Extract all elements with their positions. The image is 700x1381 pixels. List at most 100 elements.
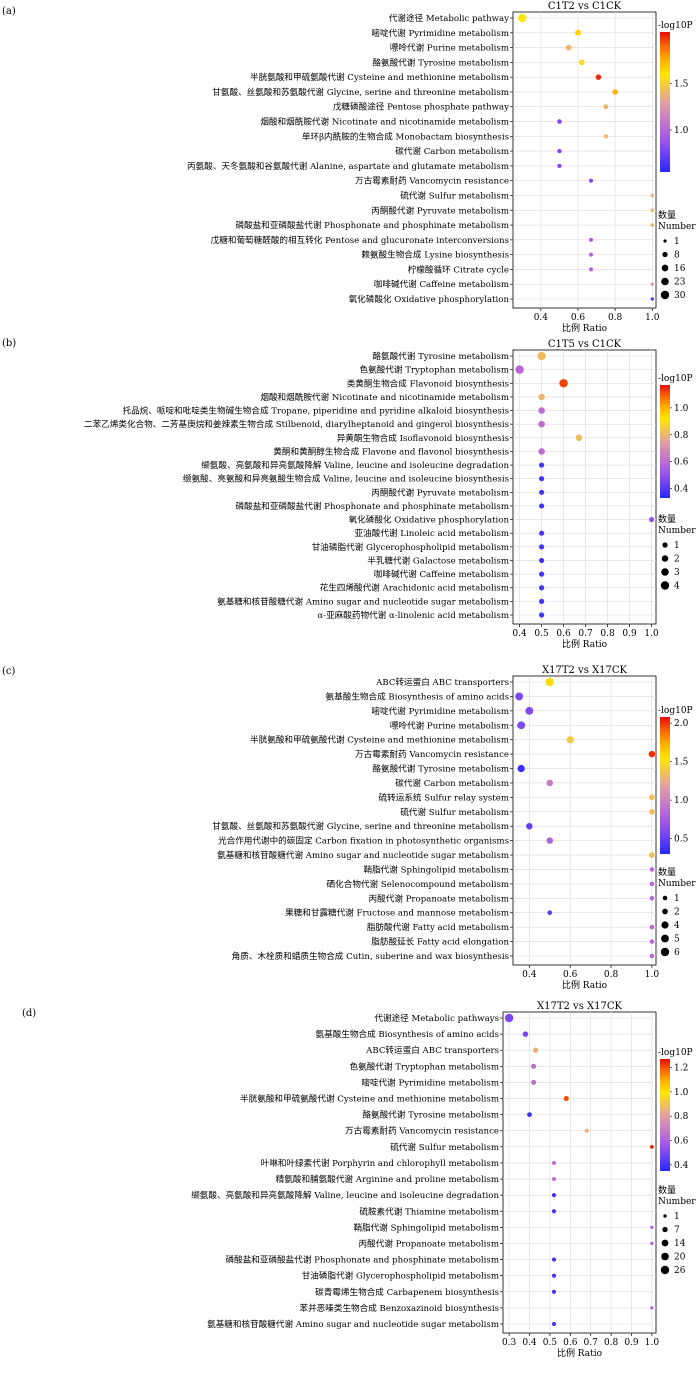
colorbar bbox=[660, 1059, 670, 1171]
y-tick-label: 氨基糖和核苷酸糖代谢 Amino sugar and nucleotide su… bbox=[217, 595, 509, 607]
y-tick-label: ABC转运蛋白 ABC transporters bbox=[375, 676, 509, 688]
y-tick-label: 甘氨酸、丝氨酸和苏氨酸代谢 Glycine, serine and threon… bbox=[212, 820, 509, 832]
data-point bbox=[649, 939, 655, 944]
data-point bbox=[650, 208, 655, 213]
y-tick-label: 嘌呤代谢 Purine metabolism bbox=[390, 719, 509, 731]
data-point bbox=[595, 74, 602, 80]
colorbar-tick-label: 0.5 bbox=[674, 835, 689, 845]
data-point bbox=[547, 910, 553, 916]
x-tick-label: 1.0 bbox=[645, 1338, 660, 1348]
y-tick-label: 碳代谢 Carbon metabolism bbox=[395, 145, 509, 157]
data-point bbox=[578, 59, 585, 66]
colorbar-tick-label: 0.8 bbox=[674, 431, 689, 441]
size-legend-label: 8 bbox=[674, 251, 680, 261]
colorbar-tick-label: 1.5 bbox=[674, 758, 689, 768]
y-tick-label: 丙氨酸、天冬氨酸和谷氨酸代谢 Alanine, aspartate and gl… bbox=[187, 160, 509, 172]
y-tick-label: 咖啡碱代谢 Caffeine metabolism bbox=[374, 278, 509, 290]
y-tick-label: 缬氨酸、亮氨酸和异亮氨酸生物合成 Valine, leucine and iso… bbox=[183, 473, 509, 485]
data-point bbox=[545, 677, 554, 687]
data-point bbox=[566, 736, 574, 744]
data-point bbox=[551, 1289, 557, 1294]
y-tick-label: 万古霉素耐药 Vancomycin resistance bbox=[355, 748, 509, 760]
data-point bbox=[504, 1013, 514, 1023]
y-tick-label: 氨基糖和核苷酸糖代谢 Amino sugar and nucleotide su… bbox=[217, 849, 509, 861]
data-point bbox=[551, 1273, 557, 1278]
size-legend-dot bbox=[660, 290, 670, 300]
x-axis-label: 比例 Ratio bbox=[562, 638, 607, 650]
data-point bbox=[538, 420, 545, 428]
y-tick-label: 丙酸代谢 Propanoate metabolism bbox=[359, 1237, 499, 1249]
data-point bbox=[563, 1095, 569, 1102]
data-point bbox=[557, 119, 562, 124]
data-point bbox=[575, 434, 583, 442]
y-tick-label: 色氨酸代谢 Tryptophan metabolism bbox=[350, 1060, 500, 1072]
size-legend-label: 1 bbox=[674, 894, 680, 904]
x-tick-label: 0.8 bbox=[604, 1338, 619, 1348]
size-legend-dot bbox=[663, 1214, 667, 1218]
data-point bbox=[537, 351, 546, 361]
y-tick-label: 甘油磷脂代谢 Glycerophospholipid metabolism bbox=[302, 1270, 499, 1282]
data-point bbox=[649, 953, 655, 959]
y-tick-label: 鞘脂代谢 Sphingolipid metabolism bbox=[353, 1221, 499, 1233]
y-tick-label: 硒化合物代谢 Selenocompound metabolism bbox=[327, 878, 509, 890]
data-point bbox=[648, 750, 656, 758]
size-legend-label: 6 bbox=[674, 948, 680, 958]
y-tick-label: 氨基酸生物合成 Biosynthesis of amino acids bbox=[316, 1028, 499, 1040]
data-point bbox=[588, 267, 594, 272]
y-tick-label: 丙酸代谢 Propanoate metabolism bbox=[369, 892, 509, 904]
y-tick-label: α-亚麻酸药物代谢 α-linolenic acid metabolism bbox=[317, 609, 509, 621]
x-tick-label: 0.9 bbox=[624, 1338, 639, 1348]
x-tick-label: 0.5 bbox=[534, 629, 549, 639]
colorbar-tick-label: 0.8 bbox=[674, 1112, 689, 1122]
y-tick-label: 嘧啶代谢 Pyrimidine metabolism bbox=[371, 27, 509, 39]
data-point bbox=[551, 1321, 557, 1327]
y-tick-label: 苯并恶嗪类生物合成 Benzoxazinoid biosynthesis bbox=[299, 1302, 499, 1314]
data-point bbox=[539, 462, 545, 468]
colorbar-title: -log10P bbox=[658, 21, 693, 31]
data-point bbox=[551, 1209, 557, 1214]
data-point bbox=[538, 393, 545, 401]
colorbar-tick-label: 1.5 bbox=[674, 79, 689, 89]
y-tick-label: 异黄酮生物合成 Isoflavonoid biosynthesis bbox=[337, 432, 509, 444]
y-tick-label: 碳青霉烯生物合成 Carbapenem biosynthesis bbox=[315, 1286, 499, 1298]
y-tick-label: 戊糖磷酸途径 Pentose phosphate pathway bbox=[333, 101, 509, 113]
size-legend-dot bbox=[662, 1226, 668, 1233]
y-tick-label: 半胱氨酸和甲硫氨酸代谢 Cysteine and methionine meta… bbox=[240, 1093, 499, 1105]
size-legend-label: 4 bbox=[674, 921, 680, 931]
x-axis-label: 比例 Ratio bbox=[562, 322, 607, 334]
data-point bbox=[539, 612, 545, 618]
colorbar-tick-label: 1.0 bbox=[674, 126, 689, 136]
size-legend-subtitle: Number bbox=[658, 879, 696, 889]
size-legend-label: 23 bbox=[674, 278, 686, 288]
size-legend-label: 1 bbox=[674, 237, 680, 247]
size-legend-title: 数量 bbox=[658, 866, 676, 878]
y-tick-label: 硫代谢 Sulfur metabolism bbox=[400, 806, 509, 818]
data-point bbox=[588, 178, 594, 183]
x-tick-label: 0.7 bbox=[578, 629, 593, 639]
chart-title: C1T2 vs C1CK bbox=[548, 1, 622, 12]
size-legend-dot bbox=[661, 555, 669, 562]
data-point bbox=[517, 764, 525, 773]
data-point bbox=[539, 503, 545, 509]
data-point bbox=[532, 1047, 539, 1053]
y-tick-label: 半胱氨酸和甲硫氨酸代谢 Cysteine and methionine meta… bbox=[250, 734, 509, 746]
x-tick-label: 0.4 bbox=[512, 629, 527, 639]
x-tick-label: 1.0 bbox=[645, 313, 660, 323]
data-point bbox=[650, 1225, 654, 1229]
y-tick-label: 酪氨酸代谢 Tyrosine metabolism bbox=[372, 763, 509, 775]
data-point bbox=[539, 557, 545, 564]
x-tick-label: 1.0 bbox=[645, 970, 660, 980]
y-tick-label: 万古霉素耐药 Vancomycin resistance bbox=[345, 1125, 499, 1137]
size-legend-dot bbox=[662, 542, 668, 548]
size-legend-label: 1 bbox=[674, 541, 680, 551]
data-point bbox=[531, 1063, 537, 1069]
y-tick-label: 烟酸和烟酰胺代谢 Nicotinate and nicotinamide met… bbox=[260, 391, 509, 403]
plot-area bbox=[512, 11, 657, 309]
data-point bbox=[650, 193, 655, 198]
y-tick-label: 磷酸盐和亚磷酸盐代谢 Phosphonate and phosphinate m… bbox=[236, 219, 509, 231]
data-point bbox=[650, 1306, 654, 1310]
x-tick-label: 0.4 bbox=[522, 1338, 537, 1348]
y-tick-label: 硫代谢 Sulfur metabolism bbox=[390, 1141, 499, 1153]
size-legend-title: 数量 bbox=[658, 209, 676, 221]
size-legend-subtitle: Number bbox=[658, 1197, 696, 1207]
